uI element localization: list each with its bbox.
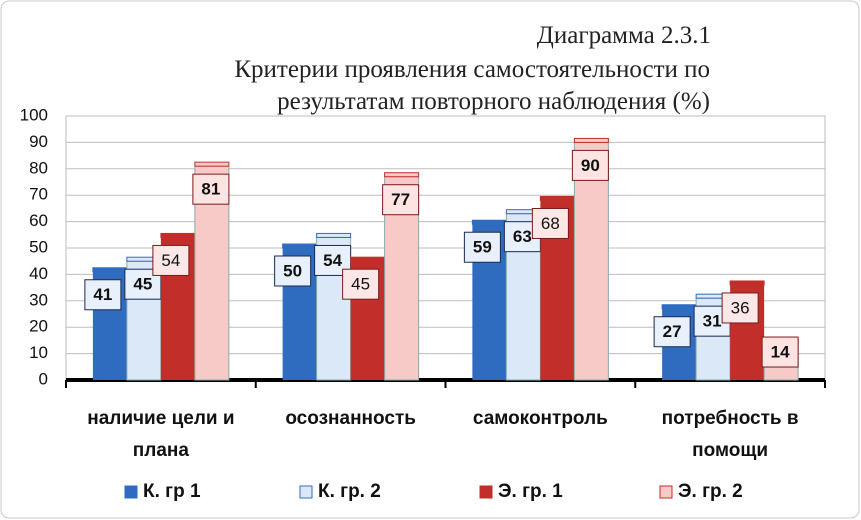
value-label: 63 <box>513 227 532 246</box>
value-label: 14 <box>771 343 790 362</box>
y-tick-label: 60 <box>29 211 48 230</box>
value-label-box <box>761 336 799 368</box>
chart-title: Диаграмма 2.3.1 <box>536 22 711 49</box>
value-label-box <box>721 292 759 324</box>
value-label-box <box>531 207 569 239</box>
y-tick-label: 10 <box>29 343 48 362</box>
y-tick-label: 100 <box>20 105 48 124</box>
value-label: 54 <box>161 251 180 270</box>
bar-top <box>316 232 352 238</box>
x-tick-label: потребность в помощи <box>661 408 799 461</box>
value-label-box <box>84 279 122 311</box>
x-tick-label: самоконтроль <box>472 408 608 429</box>
y-tick-label: 80 <box>29 158 48 177</box>
y-tick-label: 20 <box>29 317 48 336</box>
legend-label: Э. гр. 1 <box>498 481 563 502</box>
y-tick-label: 0 <box>39 369 48 388</box>
bar-top <box>471 219 507 225</box>
bar-top <box>729 280 765 286</box>
value-label: 54 <box>323 251 342 270</box>
value-label: 77 <box>391 190 410 209</box>
value-label: 90 <box>581 156 600 175</box>
legend-swatch <box>299 485 313 499</box>
value-label: 59 <box>473 238 492 257</box>
legend-label: К. гр. 2 <box>318 481 381 502</box>
legend-swatch <box>479 485 493 499</box>
value-label-box <box>653 316 691 348</box>
value-label: 68 <box>541 214 560 233</box>
legend-swatch <box>659 485 673 499</box>
value-label: 36 <box>731 298 750 317</box>
value-label-box <box>463 231 501 263</box>
legend-swatch <box>124 485 138 499</box>
value-label-box <box>274 255 312 287</box>
value-label: 27 <box>663 322 682 341</box>
y-tick-label: 40 <box>29 264 48 283</box>
y-tick-label: 50 <box>29 237 48 256</box>
chart-subtitle: Критерии проявления самостоятельности по… <box>234 56 710 115</box>
value-label: 81 <box>201 180 220 199</box>
bar-top <box>160 232 196 238</box>
bar-top <box>661 304 697 310</box>
y-tick-label: 30 <box>29 290 48 309</box>
value-label: 41 <box>93 285 112 304</box>
value-label: 45 <box>133 275 152 294</box>
value-label-box <box>382 184 420 216</box>
bar-top <box>92 267 128 273</box>
bar-top <box>194 161 230 167</box>
value-label-box <box>342 268 380 300</box>
bar-top <box>350 256 386 262</box>
value-label-box <box>192 173 230 205</box>
bar <box>573 141 609 381</box>
y-tick-label: 90 <box>29 132 48 151</box>
bar-top <box>539 195 575 201</box>
bar-top <box>384 172 420 178</box>
bar-top <box>573 137 609 143</box>
legend-label: Э. гр. 2 <box>678 481 743 502</box>
value-label: 45 <box>351 275 370 294</box>
x-tick-label: осознанность <box>285 408 416 429</box>
value-label-box <box>152 244 190 276</box>
y-tick-label: 70 <box>29 185 48 204</box>
value-label-box <box>571 149 609 181</box>
legend-label: К. гр 1 <box>143 481 201 502</box>
x-tick-label: наличие цели и плана <box>87 408 235 461</box>
value-label: 50 <box>283 261 302 280</box>
value-label: 31 <box>703 312 722 331</box>
bar-top <box>282 243 318 249</box>
